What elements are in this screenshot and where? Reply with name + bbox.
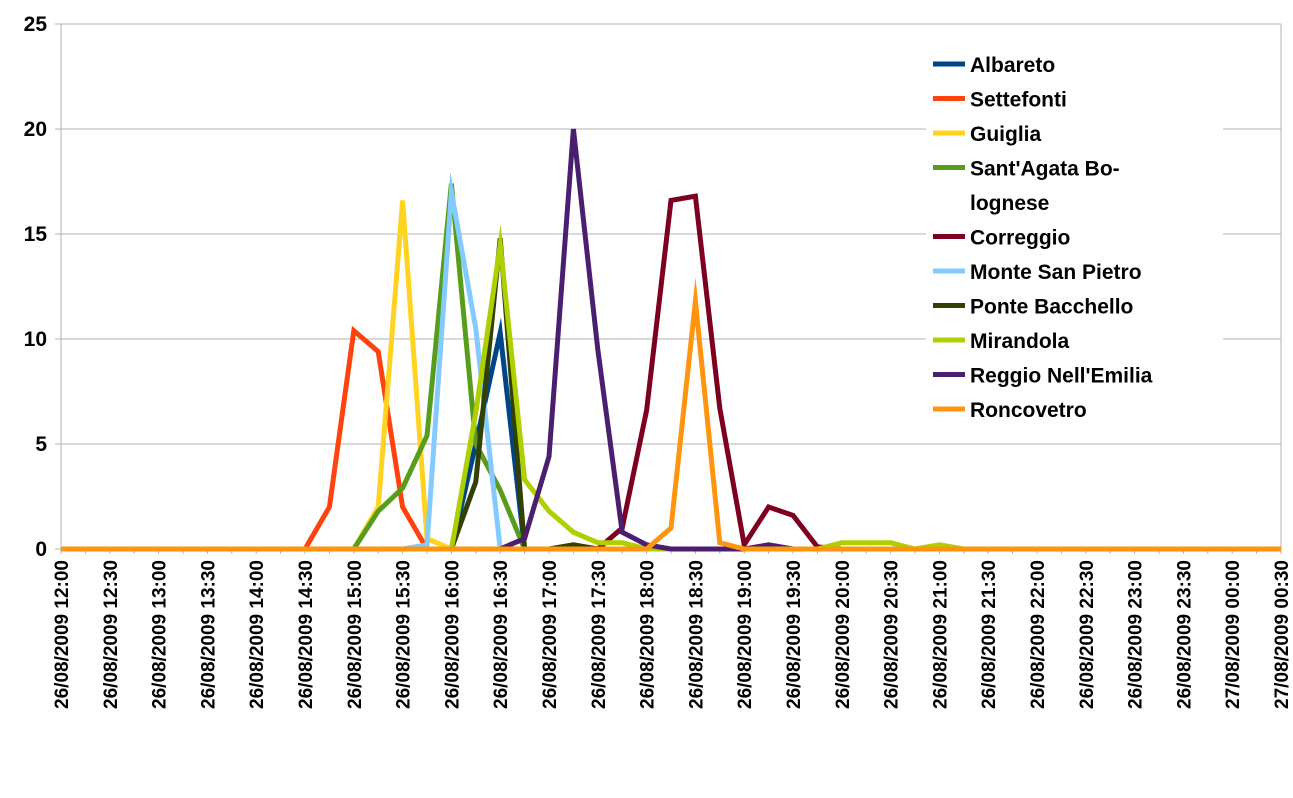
x-tick-label: 26/08/2009 16:00 — [442, 560, 463, 709]
x-tick-label: 26/08/2009 15:30 — [394, 560, 415, 709]
x-tick-label: 26/08/2009 23:30 — [1174, 560, 1195, 709]
x-tick-label: 26/08/2009 12:30 — [101, 560, 122, 709]
y-tick-label: 15 — [24, 223, 48, 246]
x-tick-label: 26/08/2009 16:30 — [491, 560, 512, 709]
legend-label: Ponte Bacchello — [970, 296, 1133, 319]
y-tick-label: 5 — [35, 433, 47, 456]
x-tick-label: 26/08/2009 20:00 — [833, 560, 854, 709]
legend: Albareto Settefonti Guiglia Sant'Agata Bo-l… — [926, 48, 1223, 441]
x-tick-label: 27/08/2009 00:30 — [1272, 560, 1293, 709]
x-tick-label: 26/08/2009 19:00 — [735, 560, 756, 709]
x-tick-label: 26/08/2009 21:00 — [930, 560, 951, 709]
x-tick-label: 26/08/2009 23:00 — [1126, 560, 1147, 709]
legend-label: Reggio Nell'Emilia — [970, 365, 1153, 388]
x-tick-label: 26/08/2009 18:30 — [686, 560, 707, 709]
y-tick-label: 25 — [24, 13, 48, 36]
legend-label: Mirandola — [970, 330, 1069, 353]
x-tick-label: 26/08/2009 17:00 — [540, 560, 561, 709]
x-tick-label: 26/08/2009 12:00 — [52, 560, 73, 709]
x-tick-label: 26/08/2009 22:30 — [1077, 560, 1098, 709]
legend-label: Settefonti — [970, 89, 1067, 112]
legend-label: Monte San Pietro — [970, 261, 1142, 284]
x-tick-label: 26/08/2009 13:30 — [198, 560, 219, 709]
y-tick-label: 20 — [24, 118, 47, 141]
x-tick-label: 26/08/2009 15:00 — [345, 560, 366, 709]
legend-label: Correggio — [970, 227, 1070, 250]
legend-label: Roncovetro — [970, 399, 1087, 422]
legend-background — [926, 48, 1223, 441]
x-tick-label: 26/08/2009 20:30 — [882, 560, 903, 709]
legend-label: lognese — [970, 192, 1049, 215]
x-tick-label: 26/08/2009 14:30 — [296, 560, 317, 709]
legend-label: Sant'Agata Bo- — [970, 158, 1120, 181]
series-line-roncovetro — [61, 277, 1281, 552]
series-lines — [61, 128, 1281, 552]
x-tick-label: 26/08/2009 22:00 — [1028, 560, 1049, 709]
y-tick-label: 0 — [35, 538, 47, 561]
x-tick-label: 26/08/2009 14:00 — [247, 560, 268, 709]
x-axis-ticks: 26/08/2009 12:00 26/08/2009 12:30 26/08/20… — [52, 549, 1293, 709]
legend-label: Albareto — [970, 54, 1055, 77]
legend-label: Guiglia — [970, 123, 1041, 146]
x-tick-label: 26/08/2009 17:30 — [589, 560, 610, 709]
x-tick-label: 26/08/2009 19:30 — [784, 560, 805, 709]
x-tick-label: 26/08/2009 18:00 — [638, 560, 659, 709]
x-tick-label: 26/08/2009 21:30 — [979, 560, 1000, 709]
y-axis-ticks: 0 5 10 15 20 25 — [24, 13, 61, 561]
y-tick-label: 10 — [24, 328, 47, 351]
x-tick-label: 26/08/2009 13:00 — [150, 560, 171, 709]
x-tick-label: 27/08/2009 00:00 — [1223, 560, 1244, 709]
